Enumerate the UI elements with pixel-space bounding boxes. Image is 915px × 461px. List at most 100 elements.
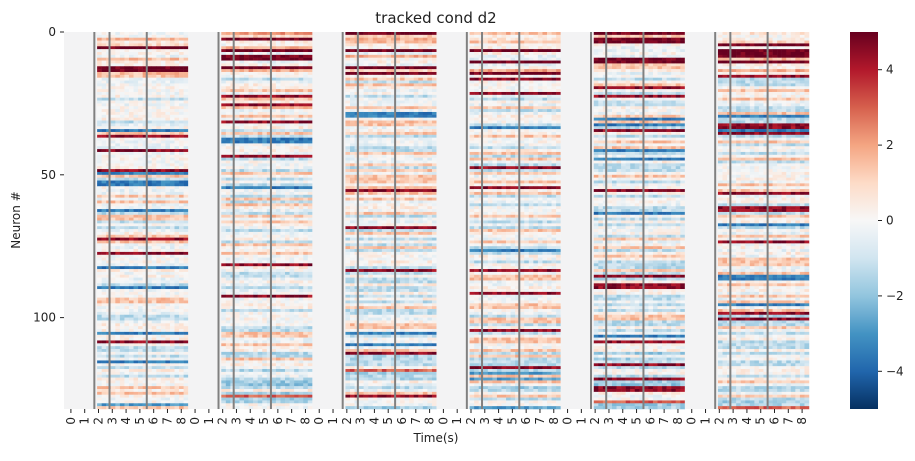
- heatmap-cell: [147, 340, 152, 344]
- heatmap-cell: [133, 369, 139, 373]
- heatmap-cell: [138, 97, 143, 101]
- heatmap-cell: [124, 234, 130, 238]
- heatmap-cell: [239, 191, 245, 196]
- heatmap-cell: [138, 151, 143, 156]
- heatmap-cell: [289, 91, 295, 96]
- heatmap-cell: [275, 246, 281, 250]
- heatmap-cell: [244, 143, 249, 147]
- heatmap-cell: [151, 40, 157, 44]
- heatmap-cell: [285, 337, 290, 341]
- heatmap-cell: [174, 386, 180, 390]
- heatmap-cell: [128, 91, 134, 96]
- heatmap-cell: [179, 174, 184, 178]
- heatmap-cell: [234, 60, 240, 64]
- heatmap-cell: [110, 66, 116, 70]
- heatmap-cell: [303, 200, 309, 204]
- heatmap-cell: [174, 249, 180, 253]
- heatmap-cell: [307, 109, 313, 113]
- heatmap-cell: [156, 294, 162, 298]
- heatmap-cell: [142, 397, 148, 401]
- heatmap-cell: [183, 211, 189, 216]
- heatmap-cell: [179, 383, 184, 387]
- heatmap-cell: [280, 340, 286, 344]
- heatmap-cell: [266, 46, 272, 50]
- heatmap-cell: [248, 63, 254, 67]
- heatmap-cell: [262, 274, 268, 278]
- heatmap-cell: [165, 217, 171, 221]
- heatmap-cell: [303, 123, 309, 127]
- heatmap-cell: [128, 206, 134, 210]
- heatmap-cell: [262, 314, 268, 318]
- heatmap-cell: [303, 149, 309, 153]
- heatmap-cell: [298, 297, 304, 301]
- heatmap-cell: [138, 377, 143, 381]
- heatmap-cell: [225, 154, 231, 158]
- heatmap-cell: [244, 134, 249, 138]
- heatmap-cell: [225, 311, 231, 315]
- heatmap-cell: [239, 157, 245, 161]
- heatmap-cell: [257, 280, 263, 284]
- heatmap-cell: [248, 320, 254, 324]
- heatmap-cell: [303, 157, 309, 161]
- heatmap-cell: [239, 63, 245, 67]
- heatmap-cell: [244, 149, 249, 153]
- heatmap-cell: [239, 220, 245, 224]
- heatmap-cell: [307, 306, 313, 310]
- heatmap-cell: [271, 103, 277, 107]
- heatmap-cell: [234, 314, 240, 318]
- heatmap-cell: [156, 123, 162, 127]
- heatmap-cell: [262, 103, 268, 107]
- heatmap-cell: [142, 54, 148, 58]
- heatmap-cell: [156, 194, 162, 198]
- heatmap-cell: [156, 397, 162, 401]
- heatmap-cell: [262, 240, 268, 244]
- heatmap-cell: [151, 69, 157, 73]
- heatmap-cell: [225, 131, 231, 136]
- heatmap-cell: [183, 389, 189, 393]
- heatmap-cell: [128, 394, 134, 398]
- heatmap-cell: [275, 83, 281, 87]
- heatmap-cell: [124, 97, 130, 101]
- heatmap-cell: [169, 234, 175, 238]
- heatmap-cell: [133, 200, 139, 204]
- heatmap-cell: [280, 283, 286, 287]
- heatmap-cell: [124, 340, 130, 344]
- heatmap-cell: [151, 343, 157, 347]
- heatmap-cell: [285, 49, 290, 53]
- heatmap-cell: [257, 197, 263, 201]
- heatmap-cell: [239, 266, 245, 270]
- heatmap-cell: [142, 146, 148, 150]
- heatmap-cell: [160, 86, 166, 90]
- heatmap-cell: [147, 211, 152, 216]
- heatmap-cell: [169, 46, 175, 50]
- heatmap-cell: [239, 311, 245, 315]
- heatmap-cell: [179, 143, 184, 147]
- heatmap-cell: [128, 60, 134, 64]
- heatmap-cell: [128, 180, 134, 184]
- heatmap-cell: [110, 283, 116, 287]
- heatmap-cell: [124, 32, 130, 36]
- heatmap-cell: [124, 300, 130, 304]
- heatmap-cell: [183, 197, 189, 201]
- heatmap-cell: [151, 200, 157, 204]
- heatmap-cell: [110, 74, 116, 78]
- heatmap-cell: [160, 226, 166, 230]
- heatmap-cell: [253, 337, 258, 341]
- heatmap-cell: [280, 51, 286, 56]
- heatmap-cell: [142, 109, 148, 113]
- heatmap-cell: [151, 374, 157, 378]
- heatmap-cell: [147, 40, 152, 44]
- heatmap-cell: [165, 131, 171, 136]
- heatmap-cell: [239, 89, 245, 93]
- heatmap-cell: [169, 260, 175, 264]
- heatmap-cell: [253, 57, 258, 61]
- heatmap-cell: [101, 174, 107, 178]
- heatmap-cell: [253, 134, 258, 138]
- heatmap-cell: [174, 391, 180, 395]
- heatmap-cell: [138, 237, 143, 241]
- heatmap-cell: [221, 177, 227, 181]
- heatmap-cell: [307, 149, 313, 153]
- heatmap-cell: [115, 300, 121, 304]
- heatmap-cell: [298, 94, 304, 98]
- heatmap-cell: [165, 120, 171, 124]
